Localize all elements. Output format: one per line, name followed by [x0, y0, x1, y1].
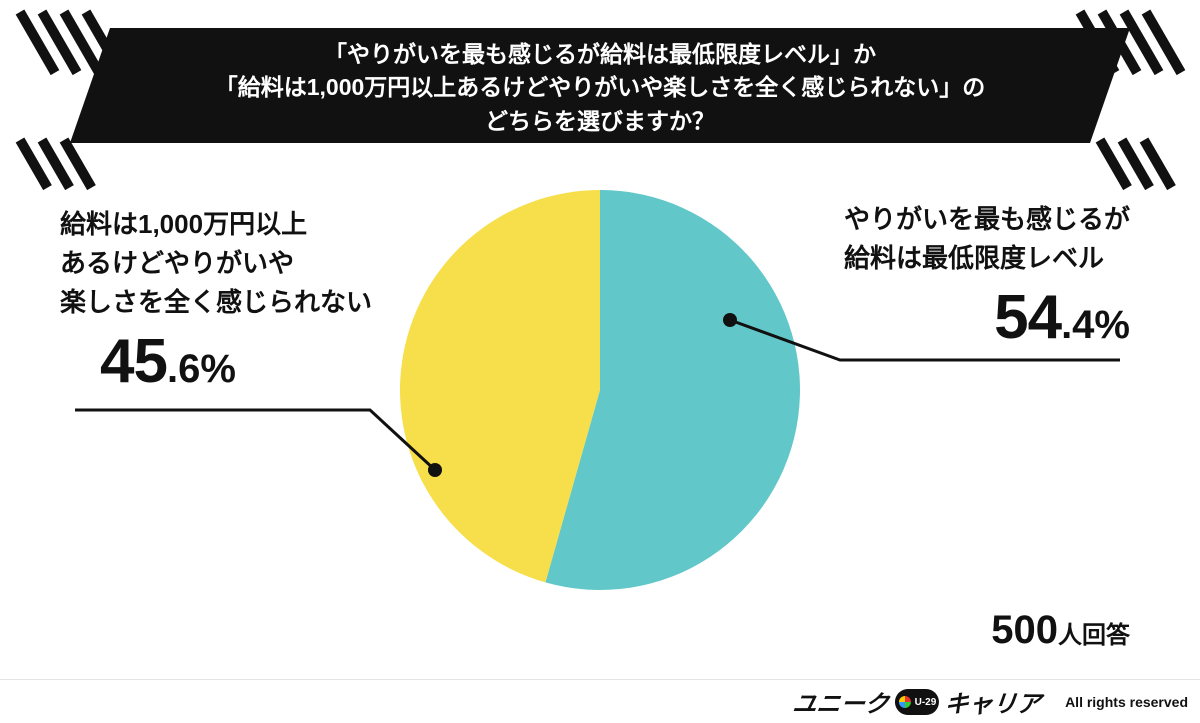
- brand-ring-icon: [898, 695, 912, 709]
- label-fulfillment-pct: 54.4%: [844, 282, 1130, 353]
- label-salary-pct: 45.6%: [60, 326, 372, 397]
- brand-text-left: ユニーク: [791, 684, 891, 719]
- question-banner: 「やりがいを最も感じるが給料は最低限度レベル」か 「給料は1,000万円以上ある…: [70, 28, 1130, 148]
- brand-text-right: キャリア: [943, 684, 1043, 719]
- footer: ユニーク U-29 キャリア All rights reserved: [0, 679, 1200, 723]
- brand-pill-text: U-29: [915, 696, 937, 707]
- label-fulfillment: やりがいを最も感じるが給料は最低限度レベル 54.4%: [844, 200, 1130, 353]
- brand-logo: ユニーク U-29 キャリア: [791, 684, 1043, 719]
- label-fulfillment-text: やりがいを最も感じるが給料は最低限度レベル: [844, 200, 1130, 278]
- pie-chart-container: やりがいを最も感じるが給料は最低限度レベル 54.4% 給料は1,000万円以上…: [50, 170, 1150, 610]
- label-salary-text: 給料は1,000万円以上あるけどやりがいや楽しさを全く感じられない: [60, 205, 372, 322]
- rights-text: All rights reserved: [1065, 694, 1188, 710]
- pie-chart: [390, 180, 810, 600]
- brand-pill: U-29: [895, 689, 939, 715]
- question-text: 「やりがいを最も感じるが給料は最低限度レベル」か 「給料は1,000万円以上ある…: [70, 38, 1130, 138]
- respondent-count: 500人回答: [991, 608, 1130, 653]
- label-salary: 給料は1,000万円以上あるけどやりがいや楽しさを全く感じられない 45.6%: [60, 205, 372, 397]
